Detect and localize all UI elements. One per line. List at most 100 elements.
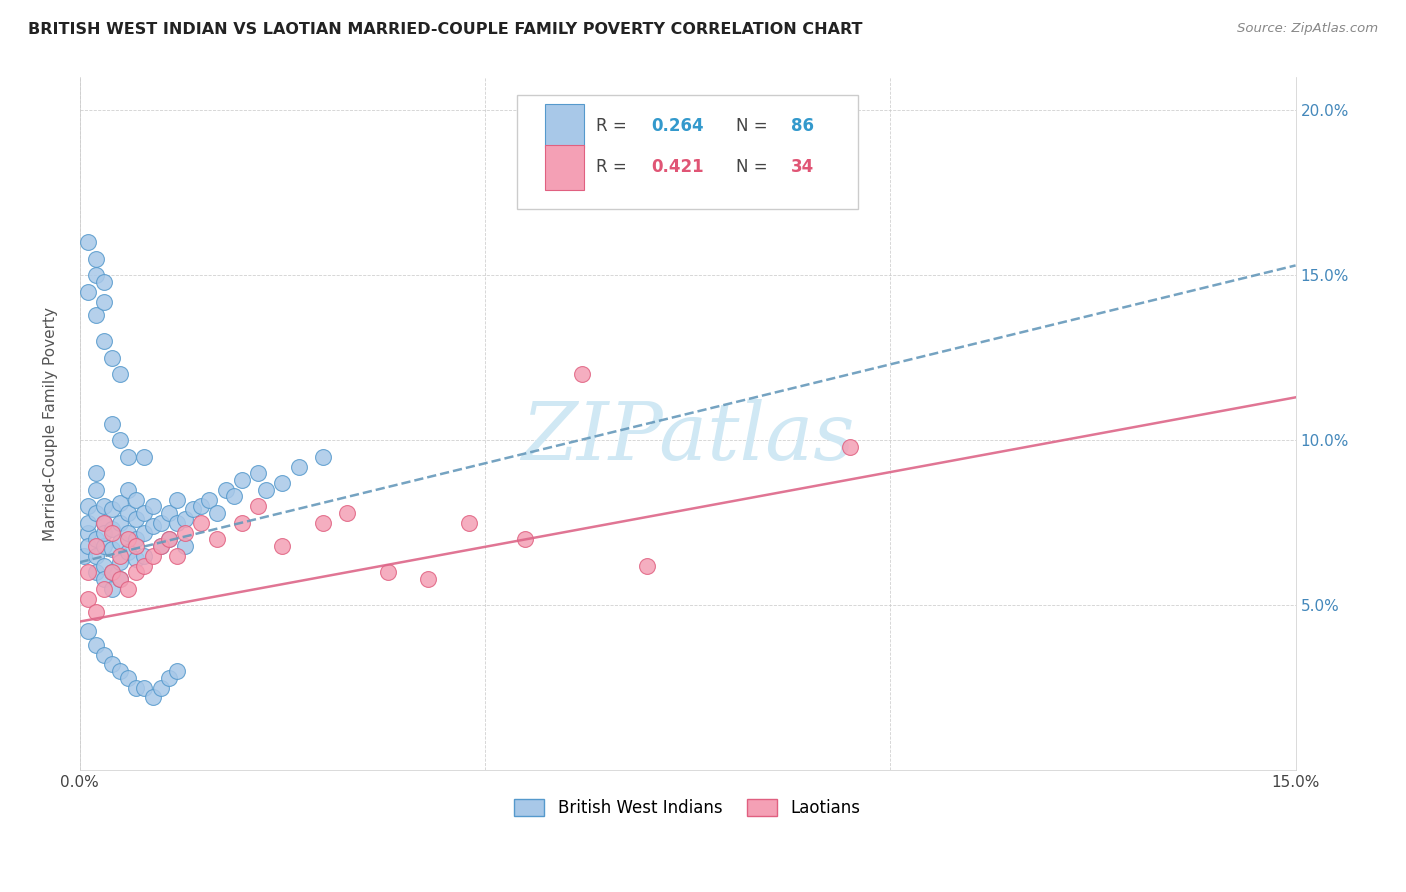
Point	[93, 516, 115, 530]
Point	[108, 368, 131, 382]
Point	[108, 664, 131, 678]
Point	[117, 582, 139, 596]
Point	[84, 605, 107, 619]
Point	[93, 499, 115, 513]
Point	[117, 532, 139, 546]
Point	[190, 499, 212, 513]
Point	[377, 565, 399, 579]
Point	[84, 506, 107, 520]
Point	[838, 440, 860, 454]
Point	[117, 525, 139, 540]
FancyBboxPatch shape	[517, 95, 858, 209]
Point	[157, 532, 180, 546]
Point	[84, 532, 107, 546]
Point	[271, 539, 294, 553]
Point	[207, 506, 229, 520]
Point	[84, 466, 107, 480]
Point	[84, 268, 107, 283]
Point	[117, 671, 139, 685]
Point	[125, 681, 148, 695]
Text: ZIPatlas: ZIPatlas	[520, 399, 855, 476]
Point	[149, 539, 172, 553]
Text: BRITISH WEST INDIAN VS LAOTIAN MARRIED-COUPLE FAMILY POVERTY CORRELATION CHART: BRITISH WEST INDIAN VS LAOTIAN MARRIED-C…	[28, 22, 863, 37]
Point	[312, 450, 335, 464]
Point	[101, 417, 124, 431]
Point	[108, 555, 131, 569]
Point	[231, 473, 253, 487]
Point	[207, 532, 229, 546]
Y-axis label: Married-Couple Family Poverty: Married-Couple Family Poverty	[44, 307, 58, 541]
Text: N =: N =	[737, 117, 773, 135]
Point	[166, 516, 188, 530]
Point	[93, 648, 115, 662]
Point	[101, 522, 124, 536]
Point	[125, 492, 148, 507]
Point	[134, 450, 156, 464]
Legend: British West Indians, Laotians: British West Indians, Laotians	[508, 792, 868, 824]
Point	[117, 545, 139, 559]
Point	[174, 525, 197, 540]
Point	[84, 638, 107, 652]
Point	[157, 506, 180, 520]
Point	[76, 516, 98, 530]
Point	[108, 496, 131, 510]
Point	[76, 525, 98, 540]
Point	[76, 591, 98, 606]
Point	[157, 671, 180, 685]
Point	[222, 489, 245, 503]
Point	[125, 532, 148, 546]
Text: R =: R =	[596, 159, 633, 177]
Point	[198, 492, 221, 507]
Point	[108, 434, 131, 448]
Point	[101, 565, 124, 579]
Point	[134, 525, 156, 540]
Text: N =: N =	[737, 159, 773, 177]
Point	[214, 483, 236, 497]
Point	[181, 502, 204, 516]
Point	[108, 572, 131, 586]
Point	[76, 499, 98, 513]
Point	[76, 235, 98, 250]
Point	[76, 285, 98, 299]
Point	[125, 552, 148, 566]
Point	[101, 565, 124, 579]
Point	[142, 499, 165, 513]
Point	[246, 466, 269, 480]
Point	[134, 549, 156, 563]
Point	[134, 506, 156, 520]
Point	[190, 516, 212, 530]
Point	[174, 539, 197, 553]
Point	[231, 516, 253, 530]
Point	[117, 450, 139, 464]
Point	[312, 516, 335, 530]
Point	[93, 539, 115, 553]
Point	[166, 549, 188, 563]
Point	[457, 516, 479, 530]
Point	[84, 565, 107, 579]
Point	[149, 539, 172, 553]
Point	[134, 558, 156, 573]
Point	[93, 294, 115, 309]
Point	[101, 502, 124, 516]
Point	[101, 582, 124, 596]
Text: 0.264: 0.264	[651, 117, 704, 135]
Point	[571, 368, 593, 382]
Point	[101, 351, 124, 365]
Point	[246, 499, 269, 513]
Point	[76, 539, 98, 553]
Point	[142, 519, 165, 533]
Point	[84, 308, 107, 322]
Text: 86: 86	[792, 117, 814, 135]
Point	[157, 532, 180, 546]
Point	[101, 525, 124, 540]
Point	[76, 624, 98, 639]
FancyBboxPatch shape	[546, 145, 585, 190]
Text: 34: 34	[792, 159, 814, 177]
Point	[84, 539, 107, 553]
Point	[174, 512, 197, 526]
Point	[93, 525, 115, 540]
Point	[73, 549, 96, 563]
Point	[93, 516, 115, 530]
Point	[125, 539, 148, 553]
Text: Source: ZipAtlas.com: Source: ZipAtlas.com	[1237, 22, 1378, 36]
